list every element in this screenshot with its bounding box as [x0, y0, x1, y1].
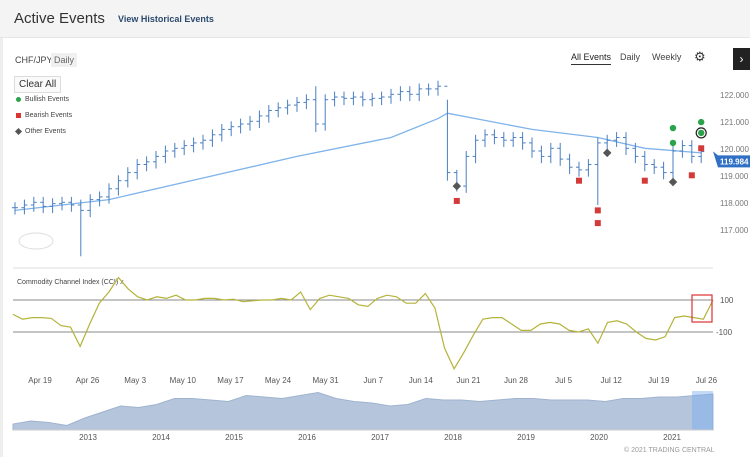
- date-tick: Apr 19: [28, 376, 52, 385]
- price-tick: 122.000: [720, 91, 749, 100]
- other-event-marker: [602, 148, 612, 158]
- date-tick: May 17: [217, 376, 244, 385]
- instrument-symbol: CHF/JPY: [15, 55, 53, 65]
- bullish-event-marker: [669, 124, 677, 132]
- price-tick: 121.000: [720, 118, 749, 127]
- clear-all-button[interactable]: Clear All: [14, 76, 62, 93]
- year-tick: 2018: [444, 433, 462, 442]
- price-tick: 118.000: [720, 199, 749, 208]
- date-tick: Jun 14: [409, 376, 434, 385]
- date-tick: Jul 12: [601, 376, 623, 385]
- date-tick: May 24: [265, 376, 292, 385]
- cci-level-label: 100: [720, 296, 734, 305]
- cci-highlight-box: [691, 294, 713, 323]
- date-tick: Jun 28: [504, 376, 529, 385]
- date-tick: Jul 26: [696, 376, 718, 385]
- year-tick: 2021: [663, 433, 681, 442]
- date-tick: Jun 7: [363, 376, 383, 385]
- date-tick: Jun 21: [456, 376, 481, 385]
- date-tick: May 31: [312, 376, 339, 385]
- navigator-selection: [692, 391, 713, 430]
- chevron-right-icon[interactable]: ›: [733, 48, 750, 70]
- watermark-logo: [18, 232, 54, 250]
- date-tick: Apr 26: [76, 376, 100, 385]
- bearish-event-marker: [641, 177, 648, 184]
- bearish-event-marker: [688, 172, 695, 179]
- date-tick: Jul 5: [555, 376, 572, 385]
- cci-title: Commodity Channel Index (CCI) x: [17, 279, 124, 286]
- moving-average-line: [14, 112, 702, 212]
- year-tick: 2019: [517, 433, 535, 442]
- page-title: Active Events: [14, 10, 105, 27]
- cci-level-label: -100: [716, 328, 733, 337]
- year-tick: 2014: [152, 433, 170, 442]
- year-tick: 2016: [298, 433, 316, 442]
- bearish-event-marker: [594, 220, 601, 227]
- price-tick: 119.000: [720, 172, 749, 181]
- price-tick: 120.000: [720, 145, 749, 154]
- tab-weekly[interactable]: Weekly: [652, 52, 682, 62]
- bearish-square-icon: [16, 113, 21, 118]
- legend-label: Bullish Events: [25, 96, 69, 103]
- navigator-area: [12, 391, 714, 431]
- cci-line: [12, 276, 714, 371]
- bearish-event-marker: [453, 197, 460, 204]
- legend-other[interactable]: Other Events: [14, 127, 66, 136]
- date-tick: May 10: [170, 376, 197, 385]
- bullish-event-marker: [669, 139, 677, 147]
- bullish-event-marker: [698, 118, 705, 126]
- year-tick: 2020: [590, 433, 608, 442]
- tab-all-events[interactable]: All Events: [571, 52, 612, 65]
- legend-label: Other Events: [25, 128, 66, 135]
- legend-bullish[interactable]: Bullish Events: [16, 96, 69, 103]
- bullish-dot-icon: [16, 97, 21, 102]
- year-tick: 2017: [371, 433, 389, 442]
- price-tick: 117.000: [720, 226, 749, 235]
- other-event-marker: [668, 177, 678, 187]
- bullish-event-marker: [698, 129, 705, 137]
- last-price-tag: [713, 151, 750, 168]
- bearish-event-marker: [698, 145, 705, 152]
- other-event-marker: [452, 181, 462, 191]
- period-badge: Daily: [51, 53, 78, 67]
- panel-border: [0, 38, 3, 457]
- selected-event-ring: [695, 127, 707, 139]
- gear-icon[interactable]: ⚙: [694, 49, 706, 64]
- bearish-event-marker: [576, 177, 582, 184]
- bearish-event-marker: [594, 207, 601, 214]
- header: Active Events View Historical Events: [0, 0, 750, 38]
- legend-label: Bearish Events: [25, 112, 73, 119]
- legend-bearish[interactable]: Bearish Events: [16, 112, 72, 119]
- year-tick: 2015: [225, 433, 243, 442]
- last-price-label: 119.984: [720, 157, 749, 166]
- tab-daily[interactable]: Daily: [620, 52, 641, 62]
- date-tick: May 3: [124, 376, 146, 385]
- year-tick: 2013: [79, 433, 97, 442]
- view-historical-events-link[interactable]: View Historical Events: [118, 14, 214, 24]
- copyright: © 2021 TRADING CENTRAL: [624, 447, 715, 454]
- date-tick: Jul 19: [648, 376, 670, 385]
